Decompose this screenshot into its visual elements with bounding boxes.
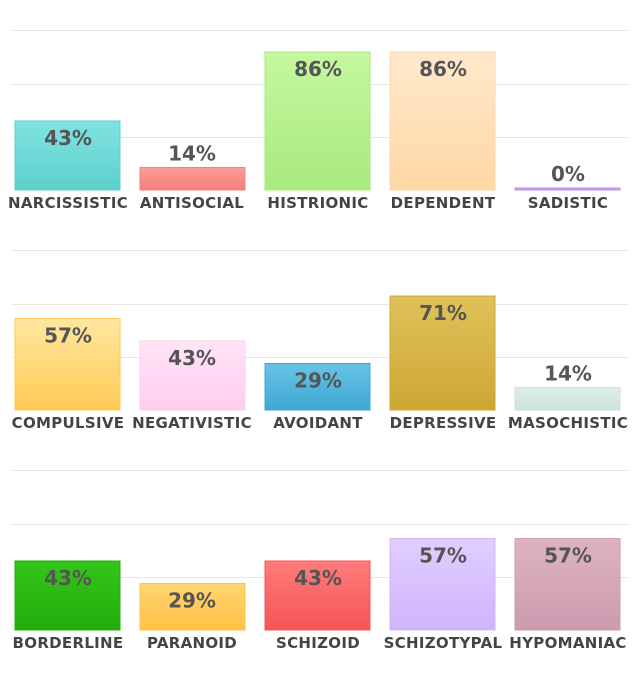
bar-masochistic	[515, 388, 620, 410]
category-label-narcissistic: NARCISSISTIC	[8, 194, 128, 212]
category-label-paranoid: PARANOID	[147, 634, 237, 652]
value-label-antisocial: 14%	[168, 142, 216, 166]
value-label-masochistic: 14%	[544, 362, 592, 386]
bar-sadistic	[515, 188, 620, 190]
bar-chart-cluster-1: 43% NARCISSISTIC 14% ANTISOCIAL 86% HISTRIONI…	[0, 0, 635, 220]
value-label-dependent: 86%	[419, 57, 467, 81]
category-label-dependent: DEPENDENT	[391, 194, 496, 212]
bar-antisocial	[140, 168, 245, 190]
category-label-negativistic: NEGATIVISTIC	[132, 414, 252, 432]
bar-chart-cluster-3: 43% BORDERLINE 29% PARANOID 43% SCHIZOID 57% SC…	[0, 440, 635, 660]
value-label-paranoid: 29%	[168, 588, 216, 612]
category-label-avoidant: AVOIDANT	[273, 414, 363, 432]
category-label-borderline: BORDERLINE	[13, 634, 124, 652]
category-label-sadistic: SADISTIC	[528, 194, 608, 212]
value-label-compulsive: 57%	[44, 324, 92, 348]
category-label-depressive: DEPRESSIVE	[390, 414, 497, 432]
value-label-sadistic: 0%	[551, 162, 585, 186]
value-label-depressive: 71%	[419, 301, 467, 325]
category-label-schizotypal: SCHIZOTYPAL	[384, 634, 503, 652]
category-label-masochistic: MASOCHISTIC	[508, 414, 628, 432]
value-label-schizotypal: 57%	[419, 544, 467, 568]
category-label-schizoid: SCHIZOID	[276, 634, 360, 652]
value-label-narcissistic: 43%	[44, 126, 92, 150]
value-label-avoidant: 29%	[294, 368, 342, 392]
category-label-histrionic: HISTRIONIC	[267, 194, 368, 212]
category-label-antisocial: ANTISOCIAL	[140, 194, 244, 212]
bar-chart-cluster-2: 57% COMPULSIVE 43% NEGATIVISTIC 29% AVOIDANT 7…	[0, 220, 635, 440]
value-label-hypomaniac: 57%	[544, 544, 592, 568]
category-label-hypomaniac: HYPOMANIAC	[509, 634, 626, 652]
value-label-histrionic: 86%	[294, 57, 342, 81]
value-label-borderline: 43%	[44, 566, 92, 590]
value-label-schizoid: 43%	[294, 566, 342, 590]
category-label-compulsive: COMPULSIVE	[12, 414, 125, 432]
value-label-negativistic: 43%	[168, 346, 216, 370]
